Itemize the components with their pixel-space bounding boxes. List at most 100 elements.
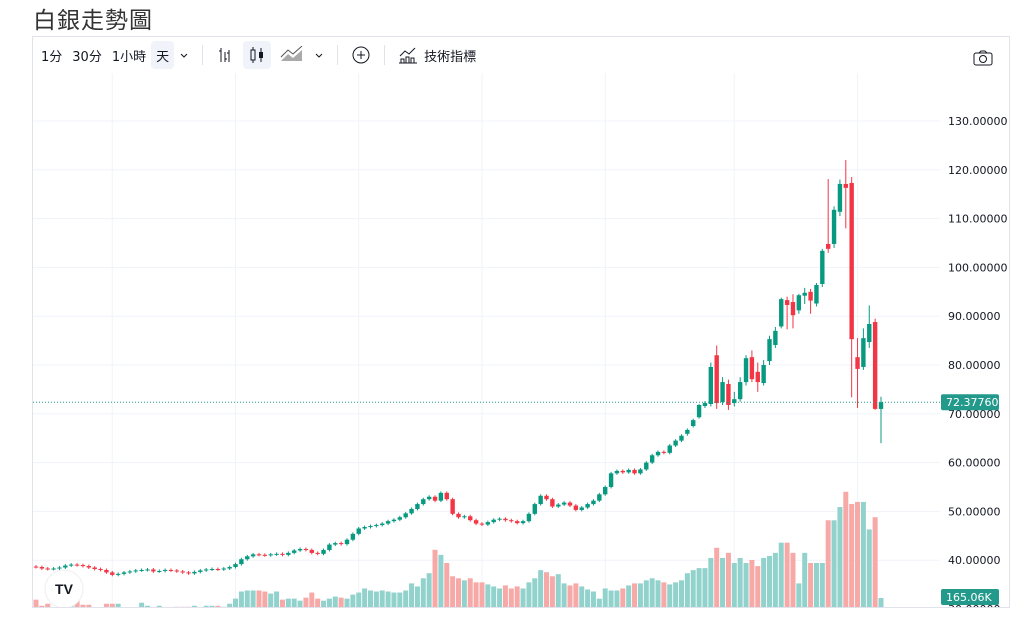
volume-bar: [755, 566, 761, 607]
volume-bar: [866, 529, 872, 607]
tradingview-logo[interactable]: [44, 569, 84, 607]
volume-bar: [279, 599, 285, 607]
interval-1d-button[interactable]: 天: [151, 41, 175, 69]
divider: [337, 45, 339, 65]
candle-body: [520, 521, 526, 524]
interval-1m-button[interactable]: 1分: [41, 49, 63, 65]
candle-body: [538, 495, 543, 505]
volume-bar: [626, 585, 632, 607]
volume-bar: [567, 585, 573, 607]
volume-bar: [749, 559, 755, 607]
volume-bar: [338, 597, 344, 607]
volume-bar: [209, 605, 215, 607]
volume-bar: [414, 586, 420, 607]
volume-bar: [450, 576, 456, 607]
candle-body: [673, 440, 678, 446]
volume-bar: [139, 602, 145, 607]
candle-body: [415, 504, 420, 509]
volume-bar: [461, 580, 467, 607]
volume-bar: [772, 552, 778, 607]
price-chart[interactable]: 130.00000 120.00000 110.00000 100.00000 90.0…: [33, 73, 1009, 607]
chart-toolbar: 1分 30分 1小時 天 技術指標: [33, 37, 1009, 73]
price-tick-label: 60.00000: [948, 457, 1001, 470]
area-chart-type-button[interactable]: [275, 41, 309, 69]
interval-1h-button[interactable]: 1小時: [111, 49, 147, 65]
candle-body: [685, 429, 690, 434]
candle-body: [726, 384, 731, 406]
volume-bar: [438, 554, 444, 607]
volume-bar: [444, 563, 450, 607]
candle-body: [309, 549, 314, 553]
screenshot-button[interactable]: [967, 44, 999, 72]
candle-body: [802, 292, 807, 296]
candle-body: [867, 324, 872, 343]
volume-bar: [819, 563, 825, 607]
volume-bar: [720, 557, 726, 607]
price-tick-label: 90.00000: [948, 310, 1001, 323]
volume-bar: [244, 590, 250, 607]
candle-body: [720, 382, 725, 403]
candle-body: [239, 559, 244, 565]
volume-bar: [315, 598, 321, 607]
candle-body: [497, 518, 502, 520]
candle-body: [227, 567, 232, 569]
interval-30m-button[interactable]: 30分: [72, 49, 102, 65]
candle-body: [456, 513, 461, 518]
chevron-down-icon: [180, 53, 188, 58]
volume-bar: [667, 584, 673, 607]
page-title: 白銀走勢圖: [33, 8, 153, 34]
volume-bar: [144, 605, 150, 607]
volume-bar: [238, 591, 244, 607]
volume-bar: [731, 563, 737, 607]
candle-body: [603, 487, 608, 495]
volume-bar: [256, 590, 262, 607]
volume-bar: [285, 598, 291, 607]
volume-bar: [878, 598, 884, 607]
interval-dropdown[interactable]: [174, 41, 194, 69]
candle-body: [327, 544, 332, 550]
candle-body: [110, 572, 115, 575]
volume-bar: [813, 563, 819, 607]
candle-body: [626, 469, 631, 473]
indicators-button[interactable]: 技術指標: [393, 41, 481, 69]
volume-bar: [737, 557, 743, 607]
volume-bar: [103, 603, 109, 607]
candle-body: [714, 355, 719, 404]
volume-bar: [784, 542, 790, 607]
volume-bar: [796, 583, 802, 607]
candle-body: [620, 470, 626, 473]
chart-type-dropdown[interactable]: [309, 41, 329, 69]
candle-body: [702, 403, 708, 406]
volume-bar: [362, 588, 368, 607]
volume-bar: [655, 580, 661, 607]
volume-bar: [520, 588, 526, 607]
candle-body: [755, 371, 760, 383]
candle-body: [655, 451, 661, 456]
candlestick-chart-type-button[interactable]: [243, 41, 272, 69]
candle-body: [597, 494, 602, 501]
candle-body: [115, 573, 121, 575]
last-price-badge: [941, 394, 999, 411]
volume-bar: [291, 598, 297, 607]
volume-bar: [309, 592, 315, 607]
volume-bar: [356, 592, 362, 607]
bar-chart-type-button[interactable]: [211, 41, 239, 69]
candle-body: [585, 504, 590, 508]
candle-body: [614, 470, 620, 474]
candle-body: [286, 552, 291, 555]
candle-body: [380, 523, 385, 526]
volume-bar: [109, 603, 115, 607]
candle-body: [608, 473, 614, 487]
candle-body: [872, 322, 878, 409]
volume-bar: [191, 605, 197, 607]
candle-body: [74, 564, 80, 566]
volume-bar: [233, 598, 239, 607]
candle-body: [409, 508, 414, 514]
price-tick-label: 70.00000: [948, 408, 1001, 421]
candle-body: [438, 492, 444, 501]
volume-bar: [596, 598, 602, 607]
volume-bar: [590, 591, 596, 607]
divider: [384, 45, 386, 65]
candle-body: [162, 569, 168, 571]
compare-button[interactable]: [346, 41, 376, 69]
